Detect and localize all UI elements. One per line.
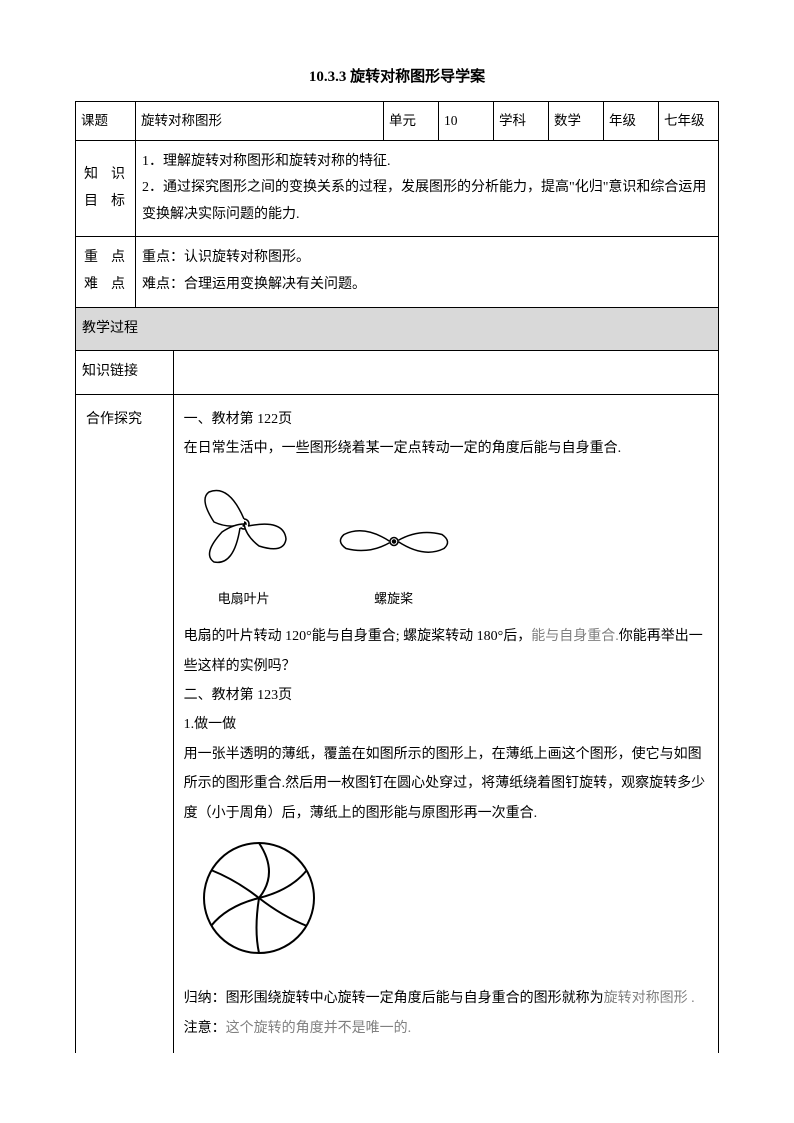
fan-blade-item: 电扇叶片 [194,474,294,613]
p5: 1.做一做 [184,710,708,739]
knowledge-goal-row: 知识目标 1．理解旋转对称图形和旋转对称的特征. 2．通过探究图形之间的变换关系… [76,140,719,237]
label-knowledge: 知识目标 [76,140,136,237]
page-title: 10.3.3 旋转对称图形导学案 [75,65,719,86]
knowledge-line2: 2．通过探究图形之间的变换关系的过程，发展图形的分析能力，提高"化归"意识和综合… [142,175,712,228]
p2: 在日常生活中，一些图形绕着某一定点转动一定的角度后能与自身重合. [184,434,708,463]
p7b: 旋转对称图形 . [604,991,695,1006]
link-content [173,351,718,395]
cell-c6: 数学 [549,102,604,141]
p8a: 注意： [184,1021,226,1036]
label-link: 知识链接 [76,351,174,395]
p8b: 这个旋转的角度并不是唯一的. [226,1021,412,1036]
propeller-item: 螺旋桨 [334,514,454,613]
explore-content: 一、教材第 122页 在日常生活中，一些图形绕着某一定点转动一定的角度后能与自身… [173,394,718,1053]
propeller-label: 螺旋桨 [334,585,454,612]
fan-blade-icon [194,474,294,569]
cell-c3: 单元 [384,102,439,141]
cell-c7: 年级 [604,102,659,141]
p8: 注意：这个旋转的角度并不是唯一的. [184,1014,708,1043]
fan-diagrams: 电扇叶片 螺旋桨 [194,474,708,613]
lesson-table: 课题 旋转对称图形 单元 10 学科 数学 年级 七年级 知识目标 1．理解旋转… [75,101,719,1053]
p7: 归纳：图形围绕旋转中心旋转一定角度后能与自身重合的图形就称为旋转对称图形 . [184,984,708,1013]
keypoint-line1: 重点：认识旋转对称图形。 [142,245,712,272]
cell-c2: 旋转对称图形 [136,102,384,141]
knowledge-content: 1．理解旋转对称图形和旋转对称的特征. 2．通过探究图形之间的变换关系的过程，发… [136,140,719,237]
p3a: 电扇的叶片转动 120°能与自身重合; 螺旋桨转动 180°后， [184,629,532,644]
link-row: 知识链接 [76,351,719,395]
p1: 一、教材第 122页 [184,405,708,434]
cell-c8: 七年级 [659,102,719,141]
p3: 电扇的叶片转动 120°能与自身重合; 螺旋桨转动 180°后，能与自身重合.你… [184,622,708,681]
label-keypoint: 重点难点 [76,237,136,307]
knowledge-line1: 1．理解旋转对称图形和旋转对称的特征. [142,149,712,176]
header-row: 课题 旋转对称图形 单元 10 学科 数学 年级 七年级 [76,102,719,141]
cell-c4: 10 [439,102,494,141]
pinwheel-diagram [199,838,708,969]
p4: 二、教材第 123页 [184,681,708,710]
p3b: 能与自身重合. [531,629,619,644]
cell-c1: 课题 [76,102,136,141]
cell-c5: 学科 [494,102,549,141]
process-header: 教学过程 [76,307,719,351]
label-explore: 合作探究 [76,394,174,1053]
explore-row: 合作探究 一、教材第 122页 在日常生活中，一些图形绕着某一定点转动一定的角度… [76,394,719,1053]
keypoint-line2: 难点：合理运用变换解决有关问题。 [142,272,712,299]
process-row: 教学过程 [76,307,719,351]
fan-blade-label: 电扇叶片 [194,585,294,612]
p6: 用一张半透明的薄纸，覆盖在如图所示的图形上，在薄纸上画这个图形，使它与如图所示的… [184,740,708,828]
keypoint-row: 重点难点 重点：认识旋转对称图形。 难点：合理运用变换解决有关问题。 [76,237,719,307]
propeller-icon [334,514,454,569]
keypoint-content: 重点：认识旋转对称图形。 难点：合理运用变换解决有关问题。 [136,237,719,307]
p7a: 归纳：图形围绕旋转中心旋转一定角度后能与自身重合的图形就称为 [184,991,604,1006]
pinwheel-icon [199,838,319,958]
